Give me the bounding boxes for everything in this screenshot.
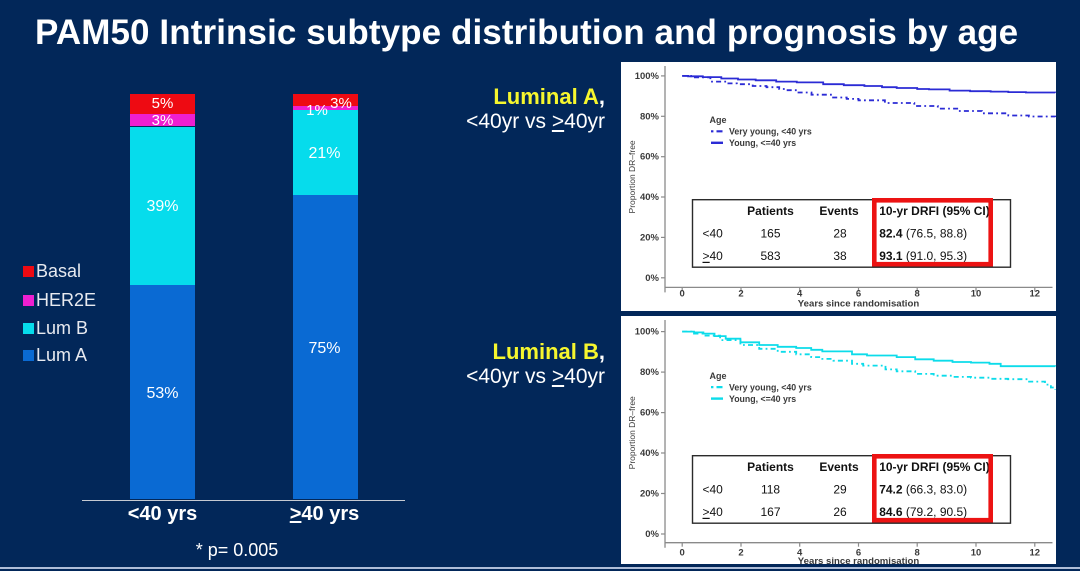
- svg-text:>40: >40: [703, 505, 724, 519]
- svg-text:80%: 80%: [640, 112, 660, 123]
- svg-text:>40: >40: [703, 249, 724, 263]
- svg-text:100%: 100%: [635, 71, 660, 82]
- svg-text:<40: <40: [703, 482, 724, 496]
- svg-text:84.6 (79.2, 90.5): 84.6 (79.2, 90.5): [879, 505, 967, 519]
- svg-text:8: 8: [915, 289, 920, 300]
- svg-text:167: 167: [761, 505, 781, 519]
- svg-text:2: 2: [738, 289, 743, 300]
- svg-text:118: 118: [761, 482, 780, 496]
- svg-text:Very young, <40 yrs: Very young, <40 yrs: [729, 127, 812, 137]
- svg-text:29: 29: [833, 482, 847, 496]
- svg-text:<40: <40: [703, 227, 724, 241]
- svg-text:Patients: Patients: [747, 204, 794, 218]
- svg-text:8: 8: [915, 547, 920, 558]
- svg-text:583: 583: [761, 249, 781, 263]
- svg-text:Young, <=40 yrs: Young, <=40 yrs: [729, 394, 796, 404]
- svg-text:Age: Age: [710, 115, 727, 125]
- svg-text:Years since randomisation: Years since randomisation: [798, 299, 920, 310]
- svg-text:100%: 100%: [635, 326, 660, 337]
- svg-text:12: 12: [1030, 289, 1041, 300]
- svg-text:Age: Age: [710, 371, 727, 381]
- svg-text:93.1 (91.0, 95.3): 93.1 (91.0, 95.3): [879, 249, 967, 263]
- svg-text:Events: Events: [819, 204, 859, 218]
- svg-text:80%: 80%: [640, 367, 660, 378]
- svg-text:20%: 20%: [640, 488, 660, 499]
- svg-text:20%: 20%: [640, 233, 660, 244]
- svg-text:Years since randomisation: Years since randomisation: [798, 556, 920, 565]
- svg-text:4: 4: [797, 547, 803, 558]
- svg-text:82.4 (76.5, 88.8): 82.4 (76.5, 88.8): [879, 227, 967, 241]
- svg-text:0: 0: [680, 547, 685, 558]
- svg-text:12: 12: [1030, 547, 1041, 558]
- svg-text:Very young, <40 yrs: Very young, <40 yrs: [729, 382, 812, 392]
- svg-text:2: 2: [738, 547, 743, 558]
- svg-text:6: 6: [856, 289, 861, 300]
- svg-text:0%: 0%: [645, 529, 659, 540]
- svg-text:26: 26: [833, 505, 847, 519]
- svg-text:28: 28: [833, 227, 847, 241]
- svg-text:10-yr DRFI (95% CI): 10-yr DRFI (95% CI): [879, 204, 990, 218]
- svg-text:165: 165: [761, 227, 781, 241]
- svg-text:60%: 60%: [640, 152, 660, 163]
- svg-text:0: 0: [680, 289, 685, 300]
- svg-text:40%: 40%: [640, 448, 660, 459]
- svg-text:0%: 0%: [645, 273, 659, 284]
- svg-text:Proportion DR–free: Proportion DR–free: [627, 140, 637, 213]
- svg-text:Young, <=40 yrs: Young, <=40 yrs: [729, 138, 796, 148]
- svg-text:10: 10: [971, 547, 982, 558]
- svg-text:38: 38: [833, 249, 847, 263]
- svg-text:10-yr DRFI (95% CI): 10-yr DRFI (95% CI): [879, 460, 990, 474]
- svg-text:10: 10: [971, 289, 982, 300]
- svg-text:Patients: Patients: [747, 460, 794, 474]
- svg-text:74.2 (66.3, 83.0): 74.2 (66.3, 83.0): [879, 482, 967, 496]
- svg-text:4: 4: [797, 289, 803, 300]
- svg-text:60%: 60%: [640, 407, 660, 418]
- svg-text:6: 6: [856, 547, 861, 558]
- svg-text:Proportion DR–free: Proportion DR–free: [627, 396, 637, 469]
- svg-text:Events: Events: [819, 460, 859, 474]
- svg-text:40%: 40%: [640, 192, 660, 203]
